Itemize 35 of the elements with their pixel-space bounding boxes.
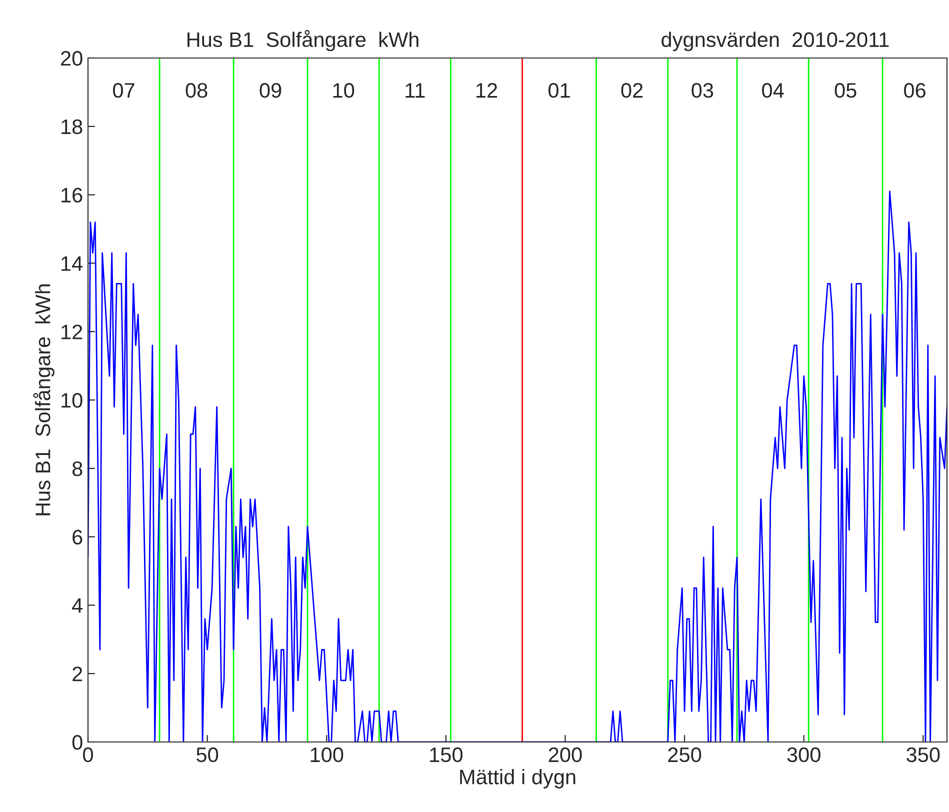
y-tick-label: 18 <box>62 119 82 134</box>
x-tick-label: 0 <box>83 747 93 762</box>
y-tick-label: 20 <box>61 51 82 66</box>
annotation: 11 <box>406 83 425 98</box>
annotation: 03 <box>692 83 714 98</box>
y-axis-title: Hus B1 Solfångare kWh <box>33 284 54 516</box>
annotation: 09 <box>260 83 282 98</box>
chart-subtitle: dygnsvärden 2010-2011 <box>662 32 889 52</box>
x-tick-label: 100 <box>310 747 344 762</box>
x-tick-label: 350 <box>906 747 940 762</box>
x-axis-title: Mättid i dygn <box>460 769 576 788</box>
annotation: 08 <box>186 83 208 98</box>
y-tick-label: 8 <box>72 461 82 476</box>
x-tick-label: 250 <box>668 747 702 762</box>
annotation: 07 <box>113 83 134 98</box>
annotation: 01 <box>548 83 570 98</box>
y-tick-label: 0 <box>72 735 82 750</box>
y-tick-label: 6 <box>72 530 82 545</box>
annotation: 04 <box>762 83 784 98</box>
annotation: 02 <box>621 83 643 98</box>
annotation: 10 <box>333 83 354 98</box>
y-tick-label: 10 <box>62 393 82 408</box>
chart-title: Hus B1 Solfångare kWh <box>188 30 418 52</box>
annotation: 05 <box>834 83 856 98</box>
y-tick-label: 4 <box>72 598 83 613</box>
x-tick-label: 50 <box>196 747 218 762</box>
annotation: 06 <box>904 83 926 98</box>
annotation: 12 <box>476 83 498 98</box>
y-tick-label: 16 <box>62 188 82 203</box>
y-tick-label: 2 <box>72 666 82 682</box>
x-tick-label: 150 <box>430 747 462 762</box>
x-tick-label: 200 <box>548 747 582 762</box>
y-tick-label: 14 <box>62 256 83 271</box>
x-tick-label: 300 <box>787 747 820 762</box>
y-tick-label: 12 <box>62 324 82 340</box>
